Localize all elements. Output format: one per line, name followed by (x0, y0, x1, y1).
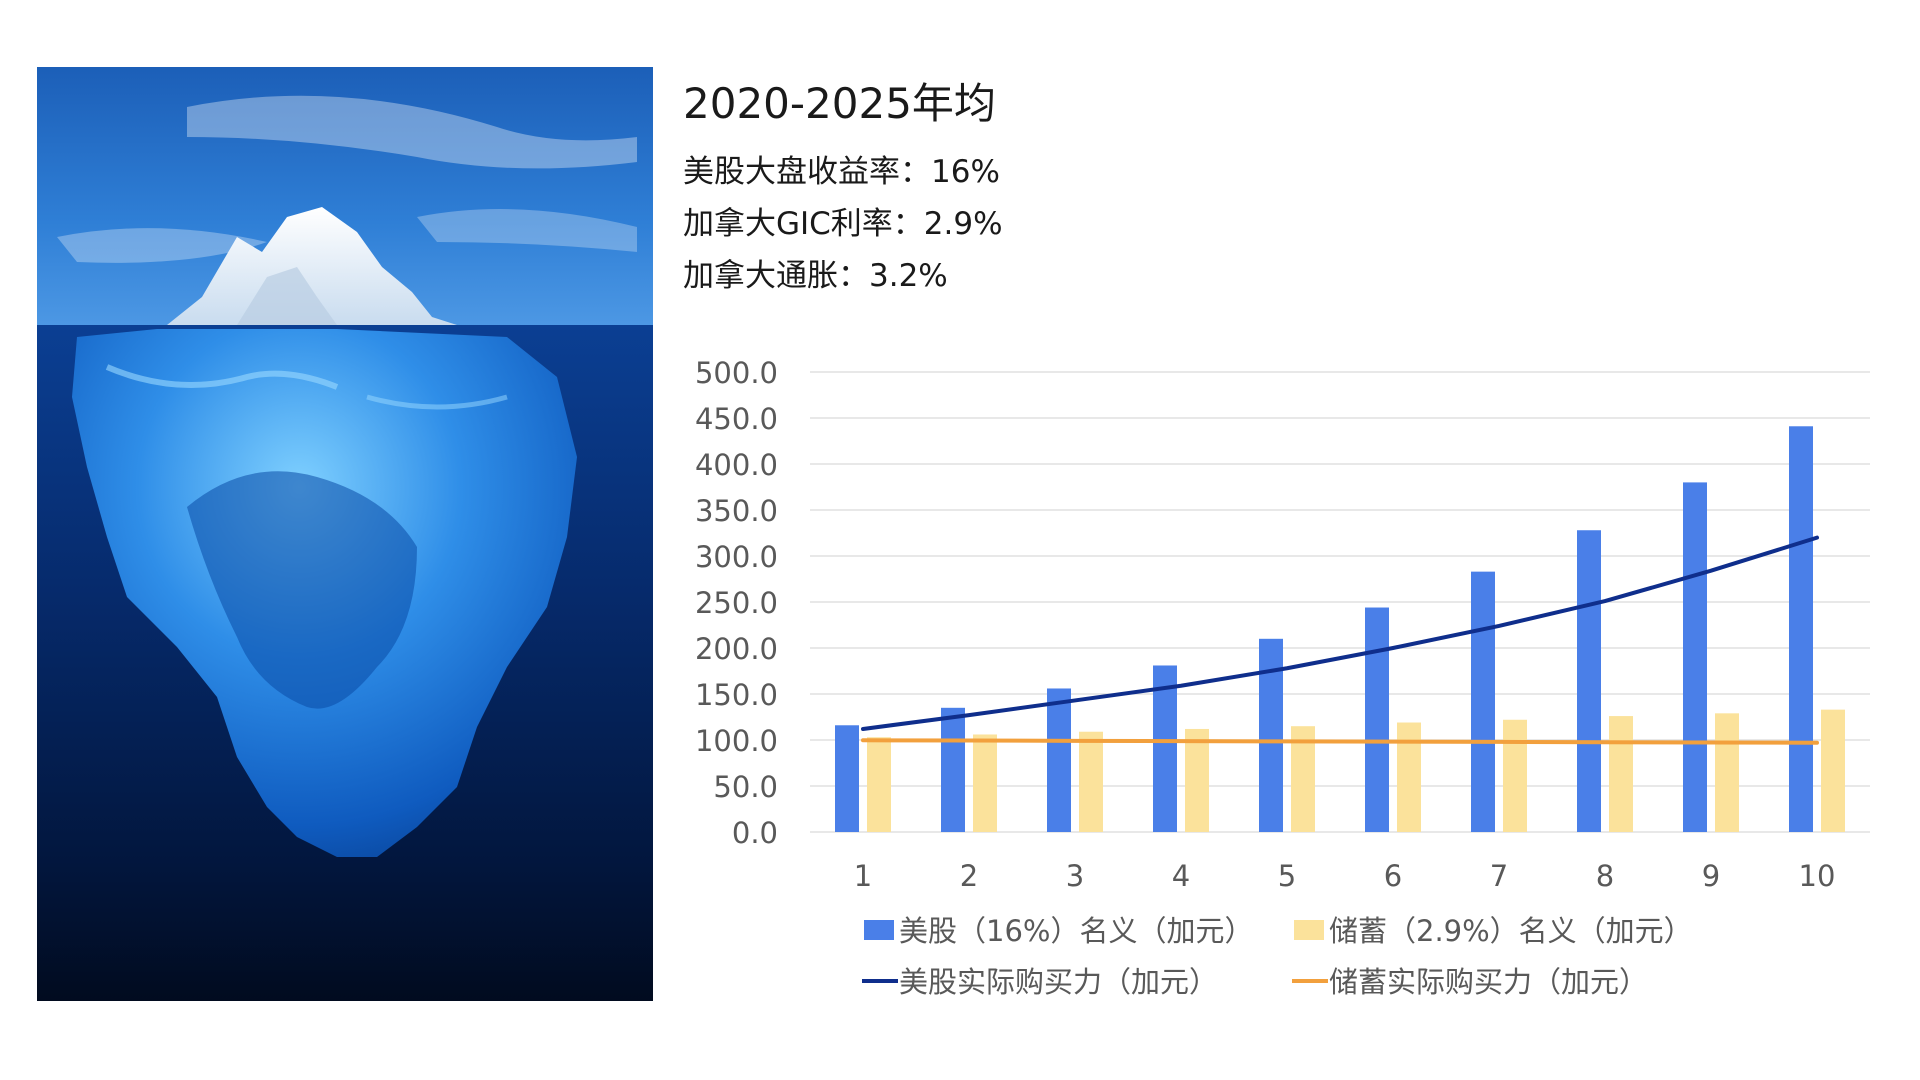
y-tick-label: 400.0 (695, 448, 778, 482)
bar-savings-nominal (1185, 728, 1209, 832)
bar-stock-nominal (1365, 607, 1389, 832)
y-tick-label: 450.0 (695, 402, 778, 436)
x-tick-label: 2 (960, 859, 978, 893)
legend-label: 储蓄实际购买力（加元） (1329, 965, 1648, 999)
line-stock-real (861, 535, 1819, 731)
y-tick-label: 150.0 (695, 678, 778, 712)
legend-swatch (864, 920, 894, 940)
x-tick-label: 8 (1596, 859, 1614, 893)
y-tick-label: 350.0 (695, 494, 778, 528)
legend-swatch (1294, 920, 1324, 940)
x-tick-label: 6 (1384, 859, 1402, 893)
y-tick-label: 300.0 (695, 540, 778, 574)
bar-stock-nominal (1047, 688, 1071, 832)
x-tick-label: 5 (1278, 859, 1296, 893)
stat-us-stock-return: 美股大盘收益率：16% (683, 154, 1000, 190)
iceberg-image (37, 67, 653, 1001)
line-savings-real (861, 738, 1819, 745)
bar-stock-nominal (1683, 482, 1707, 832)
bar-savings-nominal (867, 737, 891, 832)
stat-inflation: 加拿大通胀：3.2% (683, 258, 948, 294)
bar-stock-nominal (835, 725, 859, 832)
bar-stock-nominal (1471, 571, 1495, 832)
y-tick-label: 500.0 (695, 356, 778, 390)
bar-savings-nominal (1291, 726, 1315, 832)
bar-savings-nominal (1079, 731, 1103, 832)
y-tick-label: 0.0 (732, 816, 778, 850)
bar-savings-nominal (1609, 716, 1633, 832)
y-tick-label: 50.0 (713, 770, 778, 804)
bar-savings-nominal (1397, 722, 1421, 832)
bar-stock-nominal (941, 707, 965, 832)
y-tick-label: 200.0 (695, 632, 778, 666)
x-tick-label: 7 (1490, 859, 1508, 893)
bar-stock-nominal (1577, 530, 1601, 832)
bar-savings-nominal (1715, 713, 1739, 832)
x-tick-label: 3 (1066, 859, 1084, 893)
page-title: 2020-2025年均 (683, 79, 996, 128)
bar-stock-nominal (1789, 426, 1813, 832)
bar-savings-nominal (1503, 719, 1527, 832)
legend-label: 美股实际购买力（加元） (899, 965, 1218, 999)
legend-label: 储蓄（2.9%）名义（加元） (1329, 914, 1693, 948)
y-tick-label: 250.0 (695, 586, 778, 620)
bar-savings-nominal (973, 734, 997, 832)
x-tick-label: 1 (854, 859, 872, 893)
x-tick-label: 4 (1172, 859, 1190, 893)
bar-stock-nominal (1153, 665, 1177, 832)
stat-gic-rate: 加拿大GIC利率：2.9% (683, 206, 1003, 242)
y-tick-label: 100.0 (695, 724, 778, 758)
legend-label: 美股（16%）名义（加元） (899, 914, 1253, 948)
x-tick-label: 9 (1702, 859, 1720, 893)
bar-savings-nominal (1821, 709, 1845, 832)
x-tick-label: 10 (1799, 859, 1836, 893)
